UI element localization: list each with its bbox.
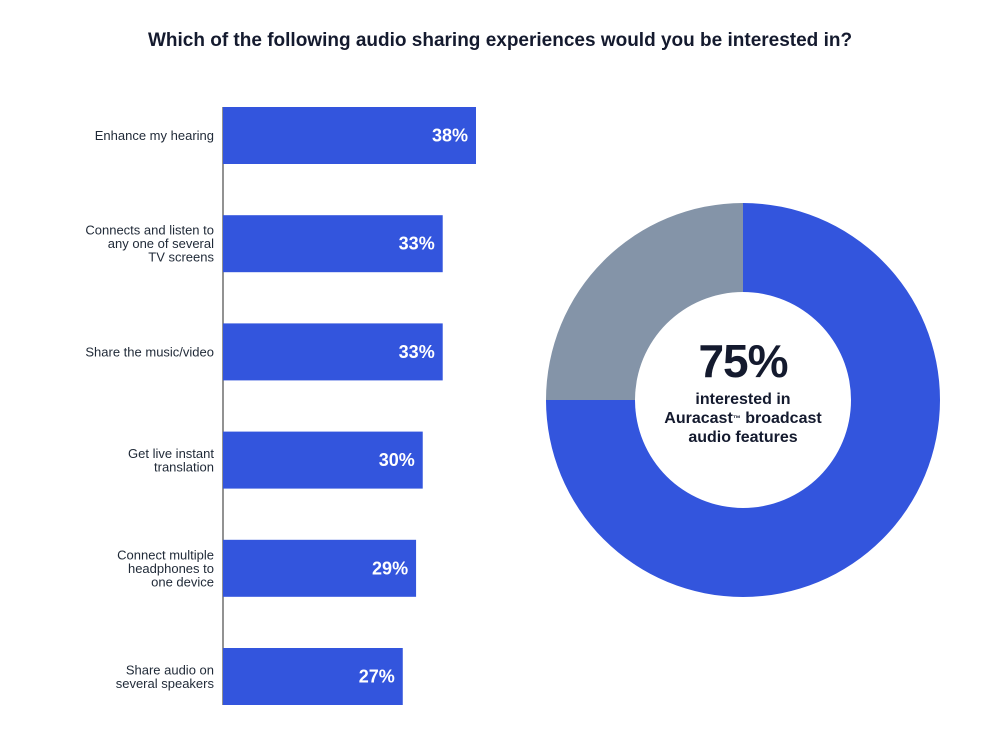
bar — [223, 539, 417, 597]
category-label: Share audio on several speakers — [116, 662, 215, 691]
bar-value-label: 29% — [372, 558, 408, 578]
donut-caption: interested in Auracast™ broadcast audio … — [633, 390, 853, 447]
category-label: Share the music/video — [85, 344, 214, 359]
donut-caption-line2: Auracast™ broadcast — [633, 409, 853, 428]
category-label: Get live instant translation — [128, 446, 214, 475]
donut-slice — [546, 203, 940, 597]
bar-chart: 38% Enhance my hearing 33% Connects and lis… — [85, 107, 476, 705]
donut-center-value: 75% — [698, 335, 788, 387]
category-label: Enhance my hearing — [95, 128, 214, 143]
category-label: Connect multiple headphones to one device — [117, 547, 214, 589]
chart-title: Which of the following audio sharing exp… — [147, 30, 853, 51]
donut-caption-line1: interested in — [695, 391, 791, 408]
donut-caption-line3: audio features — [688, 429, 798, 446]
donut-caption-line2-rest: broadcast — [740, 410, 822, 427]
bar — [223, 107, 476, 164]
bar — [223, 648, 403, 705]
bar — [223, 431, 423, 489]
bar-value-label: 33% — [399, 342, 435, 362]
donut-center-label: 75% interested in Auracast™ broadcast au… — [633, 338, 853, 447]
bar-value-label: 33% — [399, 234, 435, 254]
bar-value-label: 27% — [359, 667, 395, 687]
donut-chart — [546, 203, 940, 597]
bar-value-label: 30% — [379, 450, 415, 470]
donut-slice — [546, 203, 743, 400]
bar-value-label: 38% — [432, 126, 468, 146]
trademark-symbol: ™ — [732, 414, 741, 423]
brand-name: Auracast — [664, 410, 733, 427]
category-label: Connects and listen to any one of several… — [85, 223, 214, 265]
bar — [223, 215, 443, 273]
bar — [223, 323, 443, 381]
